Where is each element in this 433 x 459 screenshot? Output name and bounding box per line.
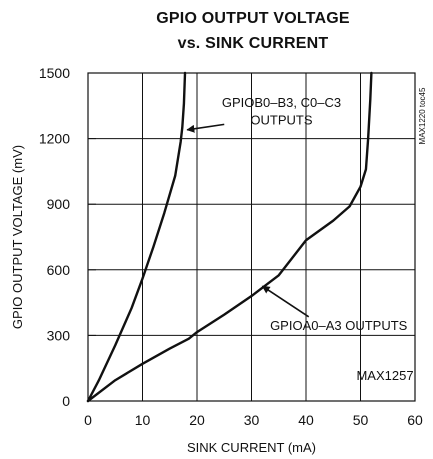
y-tick-label-300: 300 [47,327,71,343]
x-tick-label-40: 40 [298,412,314,428]
series-line-0 [86,71,187,403]
annotation-arrow-0 [186,123,225,133]
side-note: MAX1220 toc45 [418,87,427,144]
annotation-gpioa-line-1: GPIOA0–A3 OUTPUTS [270,318,408,333]
y-axis-label: GPIO OUTPUT VOLTAGE (mV) [10,145,25,329]
plot-frame [87,72,416,402]
annotation-gpiob-line-2: OUTPUTS [250,112,312,127]
chart-title-line-1: GPIO OUTPUT VOLTAGE [156,10,350,27]
y-tick-label-900: 900 [47,196,71,212]
y-tick-label-1200: 1200 [39,131,70,147]
x-tick-label-10: 10 [135,412,151,428]
part-label: MAX1257 [356,368,413,383]
annotation-arrow-1 [261,285,310,318]
x-tick-label-50: 50 [353,412,369,428]
annotation-gpiob-line-1: GPIOB0–B3, C0–C3 [222,95,341,110]
x-tick-label-0: 0 [84,412,92,428]
x-axis-label: SINK CURRENT (mA) [187,440,316,455]
y-tick-label-600: 600 [47,262,71,278]
y-tick-label-1500: 1500 [39,65,70,81]
chart-title-line-2: vs. SINK CURRENT [178,35,329,52]
x-tick-label-60: 60 [407,412,423,428]
y-tick-label-0: 0 [62,393,70,409]
series-line-1 [86,71,373,403]
series-layer [86,71,373,403]
annotation-layer [186,123,310,318]
x-tick-label-30: 30 [244,412,260,428]
x-tick-label-20: 20 [189,412,205,428]
